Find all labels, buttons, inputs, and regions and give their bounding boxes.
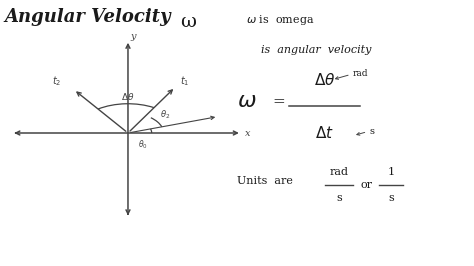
Text: ω: ω xyxy=(180,13,196,31)
Text: 1: 1 xyxy=(387,167,395,177)
Text: rad: rad xyxy=(329,167,348,177)
Text: y: y xyxy=(131,32,137,41)
Text: $\Delta t$: $\Delta t$ xyxy=(315,125,334,141)
Text: rad: rad xyxy=(353,69,369,78)
Text: Angular Velocity: Angular Velocity xyxy=(5,8,172,26)
Text: $\theta_0$: $\theta_0$ xyxy=(138,139,148,151)
Text: s: s xyxy=(370,127,375,136)
Text: Units  are: Units are xyxy=(237,176,293,186)
Text: =: = xyxy=(273,95,285,109)
Text: x: x xyxy=(245,129,251,138)
Text: $\omega$: $\omega$ xyxy=(237,90,256,112)
Text: s: s xyxy=(388,193,394,203)
Text: or: or xyxy=(360,180,372,190)
Text: $\Delta\theta$: $\Delta\theta$ xyxy=(121,92,135,102)
Text: $\Delta\theta$: $\Delta\theta$ xyxy=(314,72,336,88)
Text: $\omega$ is  omega: $\omega$ is omega xyxy=(246,13,315,27)
Text: $t_2$: $t_2$ xyxy=(52,74,62,88)
Text: is  angular  velocity: is angular velocity xyxy=(261,45,371,55)
Text: $t_1$: $t_1$ xyxy=(180,74,190,88)
Text: s: s xyxy=(336,193,342,203)
Text: $\theta_2$: $\theta_2$ xyxy=(160,109,170,121)
